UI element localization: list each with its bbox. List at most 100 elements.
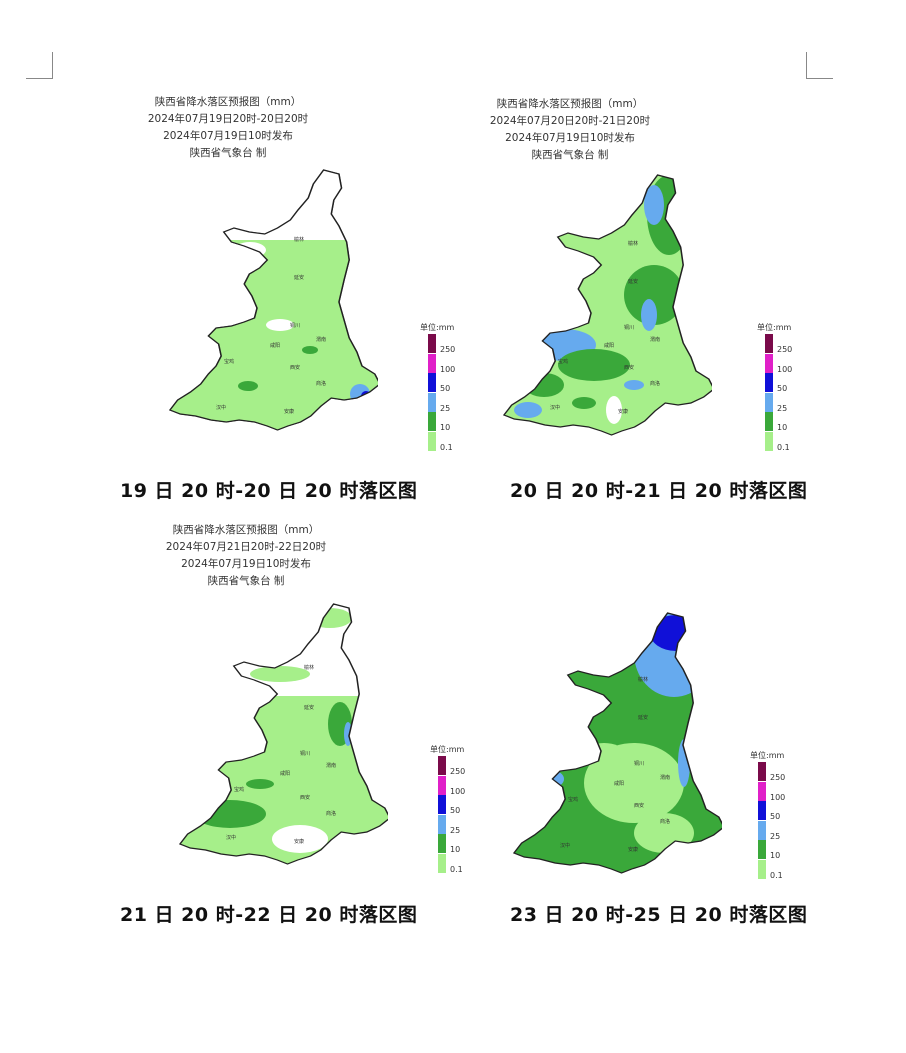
crop-mark-top-right (806, 52, 833, 79)
legend-label: 0.1 (770, 870, 783, 880)
place-label: 汉中 (550, 405, 561, 411)
place-label: 榆林 (628, 241, 639, 247)
legend-swatch (765, 392, 773, 412)
legend-label: 50 (440, 384, 451, 393)
place-label: 安康 (618, 409, 629, 415)
legend-swatch (765, 353, 773, 373)
header-title: 陕西省降水落区预报图（mm） (496, 98, 644, 110)
header-title: 陕西省降水落区预报图（mm） (154, 96, 302, 108)
legend-swatch (428, 373, 436, 392)
legend-label: 100 (440, 364, 456, 374)
legend-unit: 单位:mm (430, 745, 465, 754)
header-title: 陕西省降水落区预报图（mm） (172, 524, 320, 536)
legend-swatch (438, 814, 446, 834)
legend-label: 0.1 (450, 864, 463, 874)
place-label: 咸阳 (270, 343, 281, 349)
place-labels: 榆林 延安 铜川 渭南 宝鸡 咸阳 西安 商洛 汉中 安康 (510, 604, 722, 874)
header-period: 2024年07月20日20时-21日20时 (489, 115, 651, 127)
legend-swatch (765, 373, 773, 392)
legend-label: 0.1 (777, 442, 790, 452)
place-labels: 榆林 延安 铜川 渭南 宝鸡 咸阳 西安 商洛 汉中 安康 (500, 166, 712, 436)
place-labels: 榆林 延安 铜川 渭南 宝鸡 咸阳 西安 商洛 汉中 安康 (176, 590, 388, 860)
place-label: 铜川 (624, 325, 635, 331)
legend-swatch (428, 431, 436, 451)
place-label: 商洛 (326, 811, 337, 817)
place-label: 商洛 (660, 819, 671, 825)
place-label: 延安 (638, 715, 649, 721)
forecast-panel-3: 陕西省降水落区预报图（mm） 2024年07月21日20时-22日20时 202… (0, 0, 465, 926)
place-label: 安康 (284, 409, 295, 415)
header-issuer: 陕西省气象台 制 (207, 575, 285, 587)
header-issued: 2024年07月19日10时发布 (163, 130, 293, 142)
legend: 单位:mm 250 100 50 25 10 0.1 (430, 744, 490, 884)
header-issuer: 陕西省气象台 制 (189, 147, 267, 159)
legend-swatch (758, 781, 766, 801)
legend-swatch (428, 392, 436, 412)
legend-swatch (438, 795, 446, 814)
legend-swatch (758, 840, 766, 859)
legend-label: 250 (440, 345, 456, 354)
place-label: 汉中 (226, 835, 237, 841)
place-label: 安康 (628, 847, 639, 853)
forecast-panel-1: 陕西省降水落区预报图（mm） 2024年07月19日20时-20日20时 202… (0, 0, 455, 502)
legend-label: 250 (777, 345, 793, 354)
header-issuer: 陕西省气象台 制 (531, 149, 609, 161)
legend-swatch (758, 762, 766, 781)
place-label: 榆林 (294, 237, 305, 243)
legend-label: 250 (450, 767, 466, 776)
place-label: 咸阳 (280, 771, 291, 777)
place-label: 榆林 (638, 677, 649, 683)
place-label: 西安 (290, 365, 301, 371)
legend: 单位:mm 250 100 50 25 10 0.1 (757, 322, 817, 462)
legend-label: 100 (450, 786, 466, 796)
place-label: 铜川 (634, 761, 645, 767)
legend-label: 250 (770, 773, 786, 782)
legend-label: 10 (777, 423, 788, 432)
legend-label: 25 (777, 403, 788, 413)
legend-swatch (765, 412, 773, 431)
legend-swatch (758, 801, 766, 820)
legend-label: 100 (770, 792, 786, 802)
legend-label: 10 (450, 845, 461, 854)
header-issued: 2024年07月19日10时发布 (181, 558, 311, 570)
legend-unit: 单位:mm (750, 751, 785, 760)
legend-unit: 单位:mm (420, 323, 455, 332)
place-label: 延安 (628, 279, 639, 285)
place-label: 渭南 (326, 763, 337, 769)
place-label: 铜川 (290, 323, 301, 329)
place-label: 宝鸡 (224, 359, 235, 365)
legend-swatch (428, 353, 436, 373)
place-labels: 榆林 延安 铜川 渭南 宝鸡 咸阳 西安 商洛 汉中 安康 (166, 166, 378, 436)
legend-swatch (438, 834, 446, 853)
panel-caption: 19 日 20 时-20 日 20 时落区图 (120, 480, 418, 502)
legend-label: 10 (440, 423, 451, 432)
place-label: 延安 (304, 705, 315, 711)
panel-caption: 20 日 20 时-21 日 20 时落区图 (510, 480, 808, 502)
legend-swatch (438, 756, 446, 775)
place-label: 渭南 (660, 775, 671, 781)
place-label: 榆林 (304, 665, 315, 671)
legend-label: 50 (777, 384, 788, 393)
header-period: 2024年07月19日20时-20日20时 (147, 113, 309, 125)
panel-header: 陕西省降水落区预报图（mm） 2024年07月21日20时-22日20时 202… (116, 522, 376, 590)
legend: 单位:mm 250 100 50 25 10 0.1 (750, 750, 810, 890)
panel-header: 陕西省降水落区预报图（mm） 2024年07月20日20时-21日20时 202… (440, 96, 700, 164)
legend: 单位:mm 250 100 50 25 10 0.1 (420, 322, 480, 462)
legend-swatch (438, 853, 446, 873)
precip-map (169, 169, 378, 431)
place-label: 铜川 (300, 751, 311, 757)
place-label: 汉中 (216, 405, 227, 411)
legend-label: 10 (770, 851, 781, 860)
place-label: 商洛 (316, 381, 327, 387)
legend-swatch (758, 859, 766, 879)
precip-map (179, 603, 388, 865)
panel-caption: 23 日 20 时-25 日 20 时落区图 (510, 904, 808, 926)
place-label: 商洛 (650, 381, 661, 387)
legend-swatch (428, 412, 436, 431)
legend-label: 50 (450, 806, 461, 815)
place-label: 宝鸡 (234, 787, 245, 793)
place-label: 宝鸡 (558, 359, 569, 365)
legend-label: 25 (440, 403, 451, 413)
place-label: 西安 (624, 365, 635, 371)
legend-label: 0.1 (440, 442, 453, 452)
